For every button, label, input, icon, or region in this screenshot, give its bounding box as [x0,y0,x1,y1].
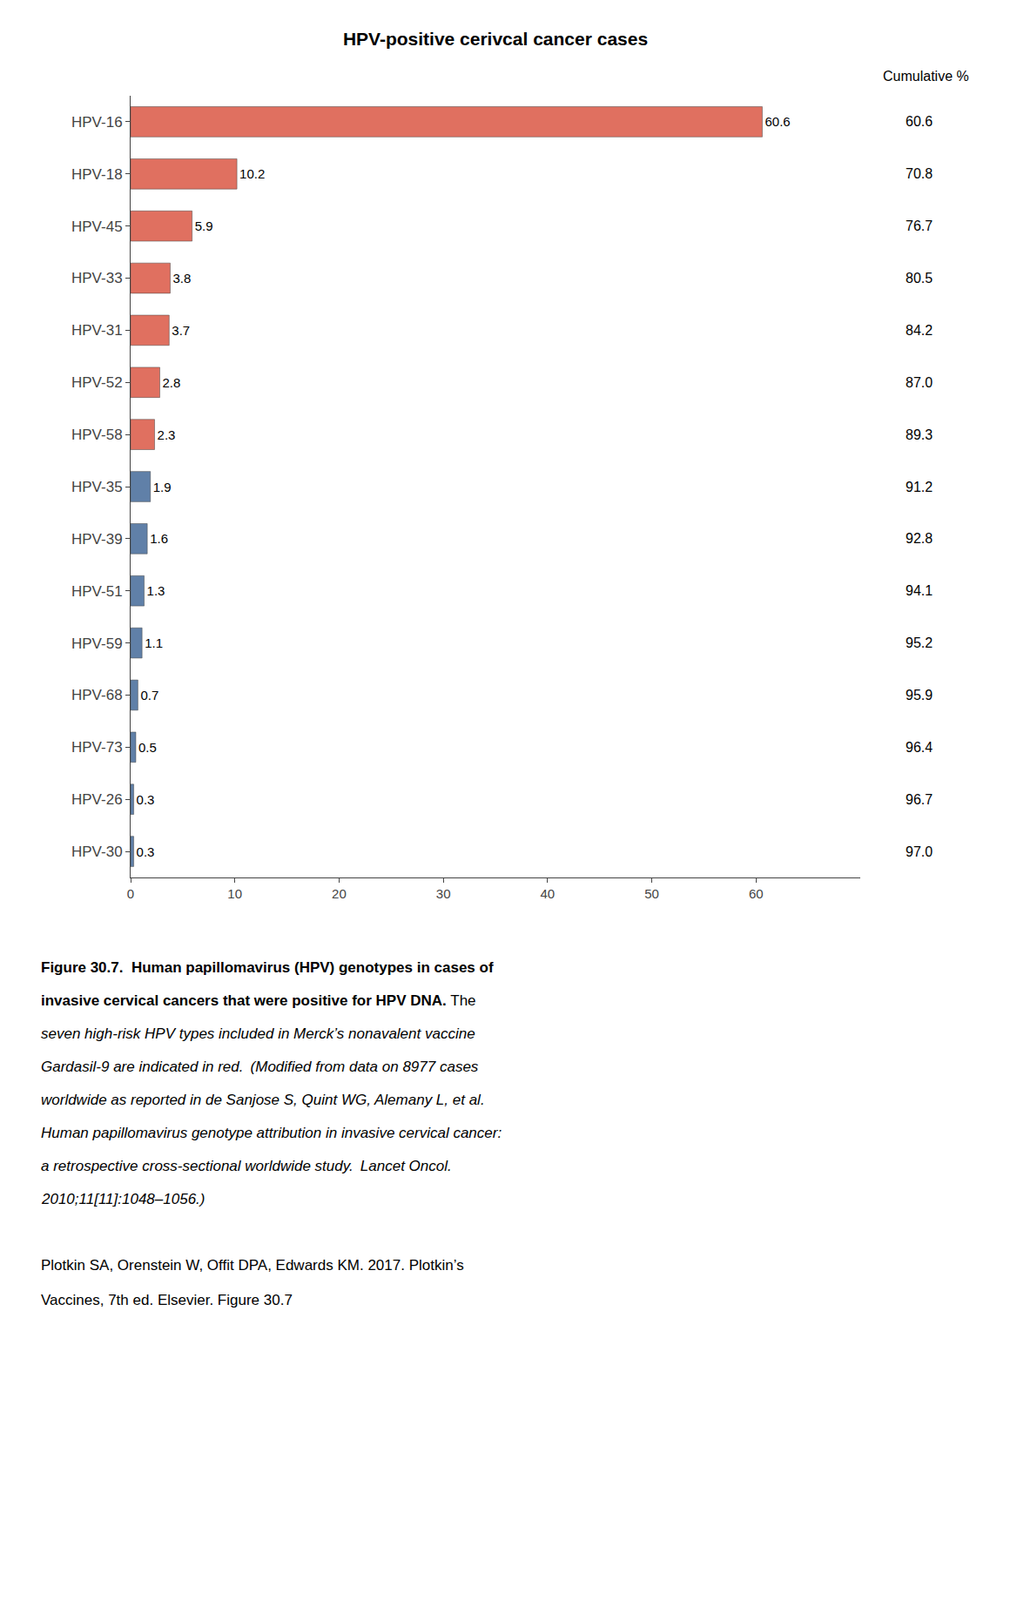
svg-text:96.7: 96.7 [905,792,933,808]
svg-text:89.3: 89.3 [905,427,933,443]
svg-text:Figure 30.7. Human papillomav: Figure 30.7. Human papillomavirus (HPV) … [40,959,494,977]
svg-text:96.4: 96.4 [905,740,933,755]
svg-text:Vaccines, 7th ed. Elsevier. Fi: Vaccines, 7th ed. Elsevier. Figure 30.7 [40,1292,293,1309]
svg-text:HPV-positive cerivcal cancer c: HPV-positive cerivcal cancer cases [343,28,648,49]
svg-text:2.8: 2.8 [162,375,182,391]
svg-text:0.3: 0.3 [136,792,155,808]
svg-text:Cumulative %: Cumulative % [882,68,970,84]
svg-text:3.7: 3.7 [171,323,190,338]
svg-text:1.3: 1.3 [147,583,166,599]
svg-text:10.2: 10.2 [239,166,265,182]
svg-text:Gardasil-9 are indicated in re: Gardasil-9 are indicated in red. (Modifi… [40,1058,479,1076]
svg-text:2010;11[11]:1048–1056.): 2010;11[11]:1048–1056.) [40,1191,205,1208]
svg-text:50: 50 [644,886,660,902]
svg-text:HPV-51: HPV-51 [71,583,123,600]
svg-text:1.6: 1.6 [149,531,169,546]
svg-text:0.3: 0.3 [136,844,155,860]
svg-text:91.2: 91.2 [905,479,933,495]
svg-text:87.0: 87.0 [905,375,933,391]
svg-text:HPV-39: HPV-39 [71,531,123,548]
svg-text:0: 0 [127,886,135,902]
svg-text:HPV-52: HPV-52 [71,374,123,391]
svg-text:84.2: 84.2 [905,323,933,338]
svg-text:a retrospective cross-sectiona: a retrospective cross-sectional worldwid… [40,1158,452,1175]
svg-text:95.2: 95.2 [905,635,933,651]
svg-text:1.1: 1.1 [144,635,163,651]
svg-text:92.8: 92.8 [905,531,933,546]
svg-text:HPV-16: HPV-16 [71,114,123,131]
svg-text:0.7: 0.7 [140,687,159,703]
svg-text:20: 20 [331,886,347,902]
svg-text:30: 30 [436,886,452,902]
svg-text:40: 40 [540,886,556,902]
svg-text:seven high-risk HPV types incl: seven high-risk HPV types included in Me… [40,1025,476,1043]
svg-text:60.6: 60.6 [905,114,933,129]
svg-text:0.5: 0.5 [138,740,157,755]
svg-text:HPV-73: HPV-73 [71,739,123,756]
svg-text:1.9: 1.9 [153,479,172,495]
svg-text:60.6: 60.6 [764,114,790,129]
svg-text:10: 10 [227,886,243,902]
svg-text:HPV-30: HPV-30 [71,843,123,861]
svg-text:HPV-45: HPV-45 [71,218,123,236]
svg-text:HPV-58: HPV-58 [71,426,123,444]
svg-text:3.8: 3.8 [172,270,191,286]
svg-text:94.1: 94.1 [905,583,933,599]
svg-text:Plotkin SA, Orenstein W, Offit: Plotkin SA, Orenstein W, Offit DPA, Edwa… [40,1257,465,1274]
svg-text:invasive cervical cancers that: invasive cervical cancers that were posi… [40,992,477,1010]
svg-text:HPV-31: HPV-31 [71,322,123,339]
svg-text:70.8: 70.8 [905,166,933,182]
svg-text:HPV-59: HPV-59 [71,635,123,653]
svg-text:HPV-18: HPV-18 [71,166,123,183]
svg-text:HPV-35: HPV-35 [71,478,123,496]
svg-text:5.9: 5.9 [195,218,214,234]
svg-text:2.3: 2.3 [157,427,176,443]
svg-text:HPV-68: HPV-68 [71,686,123,704]
svg-text:76.7: 76.7 [905,218,933,234]
svg-text:Human papillomavirus genotype: Human papillomavirus genotype attributio… [40,1124,502,1142]
svg-text:HPV-26: HPV-26 [71,791,123,809]
svg-text:80.5: 80.5 [905,270,933,286]
svg-text:60: 60 [748,886,764,902]
svg-text:HPV-33: HPV-33 [71,269,123,287]
svg-text:97.0: 97.0 [905,844,933,860]
svg-text:worldwide as reported in de Sa: worldwide as reported in de Sanjose S, Q… [40,1091,485,1109]
svg-text:95.9: 95.9 [905,687,933,703]
